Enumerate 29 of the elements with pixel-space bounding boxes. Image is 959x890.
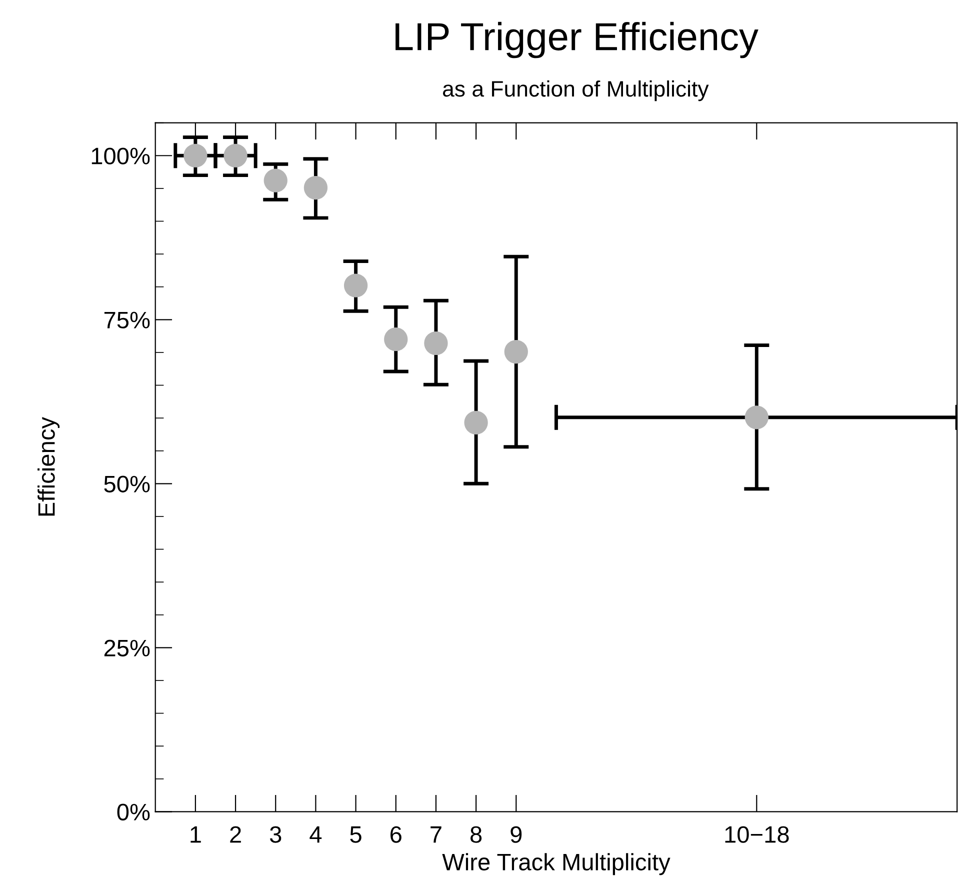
x-axis-title: Wire Track Multiplicity [442, 853, 670, 876]
point [504, 340, 528, 364]
chart-title: LIP Trigger Efficiency [396, 22, 758, 58]
x-tick-label: 8 [470, 826, 482, 843]
x-tick-label: 1 [190, 826, 201, 843]
x-tick-label: 5 [350, 826, 362, 843]
y-tick-label: 0% [117, 804, 150, 820]
point [424, 331, 448, 356]
y-axis-title: Efficiency [38, 416, 60, 516]
y-tick-label: 50% [104, 476, 150, 492]
x-tick-label: 6 [390, 826, 402, 843]
chart-subtitle: as a Function of Multiplicity [442, 80, 709, 102]
point [464, 410, 488, 434]
point [264, 168, 288, 192]
point [184, 144, 208, 168]
point [304, 176, 328, 200]
x-tick-label: 10−18 [725, 826, 789, 843]
x-tick-label: 4 [310, 826, 322, 843]
y-tick-label: 100% [92, 148, 150, 164]
point [384, 328, 408, 352]
point [744, 406, 768, 430]
y-tick-label: 75% [104, 312, 150, 328]
point [224, 144, 248, 168]
x-tick-label: 2 [230, 826, 241, 843]
point [344, 274, 368, 298]
x-tick-label: 3 [270, 826, 282, 843]
y-tick-label: 25% [104, 640, 150, 656]
x-tick-label: 9 [510, 826, 522, 843]
x-tick-label: 7 [430, 826, 442, 843]
